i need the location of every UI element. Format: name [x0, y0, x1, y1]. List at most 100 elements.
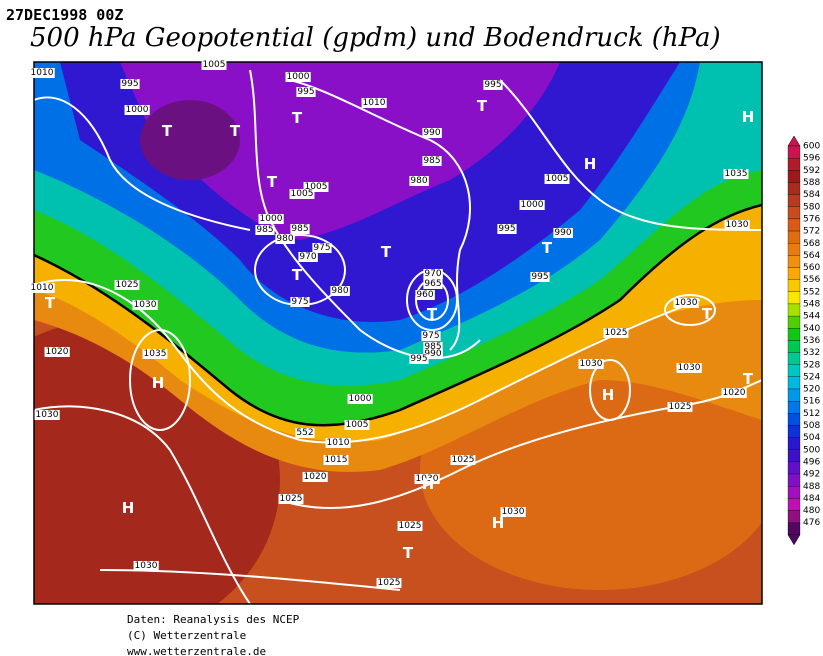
isobar-label: 1010: [31, 68, 54, 78]
colorbar-swatch: [787, 413, 801, 426]
colorbar-swatch: [787, 206, 801, 220]
isobar-label: 1030: [502, 507, 525, 517]
isobar-label-bg: [142, 349, 168, 359]
pressure-center: H: [152, 374, 165, 392]
isobar-label: 1000: [287, 72, 310, 82]
colorbar-swatch: [787, 449, 801, 463]
isobar-label: 995: [121, 79, 138, 89]
date: 27DEC1998 00Z: [6, 6, 123, 24]
isobar-label-bg: [414, 474, 440, 484]
isobar-label: 1030: [135, 561, 158, 571]
isobar-label-bg: [330, 286, 350, 296]
isobar-label: 975: [313, 243, 330, 253]
colorbar-swatch: [787, 218, 801, 232]
colorbar-swatch: [787, 303, 801, 317]
isobar-label: 1005: [546, 174, 569, 184]
isobar-label-bg: [124, 105, 150, 115]
isobar-label: 1030: [134, 300, 157, 310]
isobar-label: 1030: [726, 220, 749, 230]
isobar-label: 1005: [305, 182, 328, 192]
colorbar-label: 576: [803, 214, 820, 224]
isobar-label-bg: [258, 214, 284, 224]
colorbar-label: 480: [803, 506, 820, 516]
isobar-label: 1025: [452, 455, 475, 465]
isobar-label-bg: [423, 349, 443, 359]
pressure-center: H: [742, 108, 755, 126]
isobar-label-bg: [544, 174, 570, 184]
isobar-label: 1010: [327, 438, 350, 448]
colorbar-label: 520: [803, 385, 820, 395]
isobar-label: 990: [423, 128, 440, 138]
isobar-label-bg: [29, 68, 55, 78]
colorbar-label: 504: [803, 433, 820, 443]
isobar-label-bg: [296, 87, 316, 97]
isobar-label: 1030: [416, 474, 439, 484]
isobar-label: 1035: [144, 349, 167, 359]
isobar-label: 1015: [325, 455, 348, 465]
isobar-label-bg: [361, 98, 387, 108]
colorbar-label: 484: [803, 494, 820, 504]
contour-552: [34, 203, 762, 427]
isobar-label: 990: [424, 349, 441, 359]
colorbar-swatch: [787, 170, 801, 183]
map-frame: [33, 61, 763, 605]
isobar-label-bg: [415, 290, 435, 300]
isobar-label: 975: [422, 331, 439, 341]
isobar-label: 1025: [399, 521, 422, 531]
colorbar-swatch: [787, 157, 801, 171]
isobar-label-bg: [423, 279, 443, 289]
colorbar-swatch: [787, 522, 801, 535]
colorbar-swatch: [787, 328, 801, 341]
colorbar-swatch: [787, 182, 801, 195]
isobar-label-bg: [298, 252, 318, 262]
isobar-label: 1025: [280, 494, 303, 504]
colorbar-swatch: [787, 267, 801, 280]
title: 500 hPa Geopotential (gpdm) und Bodendru…: [30, 23, 721, 53]
isobar-label: 1025: [378, 578, 401, 588]
colorbar-swatch: [787, 473, 801, 487]
isobar-label-bg: [275, 234, 295, 244]
colorbar-swatch: [787, 340, 801, 353]
colorbar-label: 512: [803, 409, 820, 419]
isobar-label: 1000: [260, 214, 283, 224]
isobar-label-bg: [120, 79, 140, 89]
colorbar-label: 488: [803, 482, 820, 492]
isobar-label: 970: [299, 252, 316, 262]
isobar-label-bg: [133, 561, 159, 571]
pressure-center: T: [542, 239, 553, 257]
isobar-label-bg: [721, 388, 747, 398]
colorbar-label: 500: [803, 445, 820, 455]
pressure-center: T: [743, 370, 754, 388]
isobar-label-bg: [409, 176, 429, 186]
isobar-label: 1035: [725, 169, 748, 179]
isobar-label: 1030: [36, 410, 59, 420]
colorbar-swatch: [787, 279, 801, 292]
isobar-label-bg: [422, 128, 442, 138]
colorbar-swatch: [787, 352, 801, 365]
pressure-center: T: [267, 173, 278, 191]
pressure-center: T: [403, 544, 414, 562]
isobar-label: 1030: [675, 298, 698, 308]
region-purple: [120, 62, 560, 240]
isobar-label-bg: [667, 402, 693, 412]
isobar-label: 980: [331, 286, 348, 296]
isobar-label-bg: [603, 328, 629, 338]
isobar-label-bg: [409, 354, 429, 364]
colorbar-swatch: [787, 255, 801, 268]
isobar-label: 1020: [723, 388, 746, 398]
isobar-label: 985: [423, 156, 440, 166]
isobar-label: 552: [296, 428, 313, 438]
isobar-label-bg: [290, 297, 310, 307]
isobar-label-bg: [423, 269, 443, 279]
isobar-label-bg: [44, 347, 70, 357]
isobar-label: 1025: [116, 280, 139, 290]
colorbar-swatch: [787, 510, 801, 523]
isobar-label-bg: [302, 472, 328, 482]
colorbar-swatch: [787, 425, 801, 438]
isobar-label-bg: [34, 410, 60, 420]
isobar-label-bg: [295, 428, 315, 438]
isobar-label-bg: [450, 455, 476, 465]
colorbar-swatch: [787, 498, 801, 511]
isobar-label: 1005: [203, 60, 226, 70]
colorbar-swatch: [787, 364, 801, 378]
